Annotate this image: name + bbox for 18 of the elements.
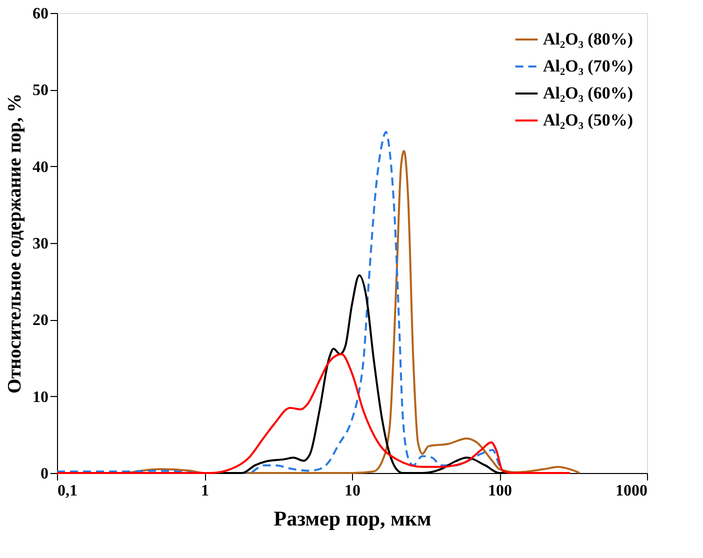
y-axis-title: Относительное содержание пор, %: [4, 94, 26, 394]
x-tick-label: 10: [344, 482, 360, 500]
legend-label: Al₂O₃ (50%): [543, 110, 633, 130]
x-tick-label: 1000: [616, 482, 648, 500]
x-axis-title: Размер пор, мкм: [274, 506, 432, 530]
x-tick-label: 1: [201, 482, 209, 500]
y-tick-label: 0: [40, 466, 48, 482]
y-tick-label: 60: [32, 6, 48, 22]
y-tick-label: 10: [32, 388, 48, 406]
x-tick-label: 0,1: [58, 482, 78, 500]
y-tick-label: 50: [32, 82, 48, 100]
y-tick-label: 40: [32, 158, 48, 176]
y-tick-label: 20: [32, 312, 48, 330]
x-tick-label: 100: [488, 482, 512, 500]
y-tick-label: 30: [32, 236, 48, 252]
legend-label: Al₂O₃ (60%): [543, 84, 633, 102]
legend-label: Al₂O₃ (70%): [543, 56, 633, 76]
legend-label: Al₂O₃ (80%): [543, 30, 633, 48]
